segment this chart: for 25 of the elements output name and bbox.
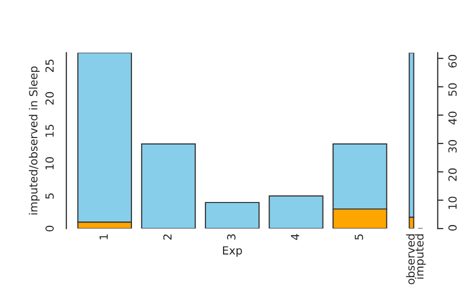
y-tick-label: 5 — [46, 193, 54, 199]
y-tick-label: 15 — [46, 124, 54, 137]
x-axis-title: Exp — [223, 246, 242, 257]
x-tick-label: 4 — [291, 234, 300, 240]
y-tick-label: 25 — [45, 60, 54, 72]
y-tick-label: 40 — [448, 112, 457, 124]
x-tick-label: 5 — [354, 234, 364, 240]
y-tick-label: 10 — [45, 157, 54, 170]
bar — [141, 143, 196, 229]
y-tick-label: 0 — [448, 225, 457, 231]
y-axis-title: imputed/observed in Sleep — [28, 66, 40, 214]
y-tick-label: 0 — [45, 226, 54, 232]
x-tick-label: 1 — [100, 234, 108, 240]
y-tick-label: 20 — [45, 92, 54, 105]
x-tick-label: 3 — [227, 234, 236, 240]
y-tick-label: 50 — [448, 83, 457, 96]
y-tick-label: 30 — [448, 140, 457, 153]
x-tick-label: imputed — [415, 234, 426, 279]
y-tick-label: 60 — [448, 54, 457, 68]
y-tick-label: 10 — [448, 196, 457, 209]
x-tick-label: 2 — [163, 234, 172, 240]
x-tick-label: observed — [406, 234, 415, 284]
bar — [268, 195, 324, 229]
y-tick-label: 20 — [448, 168, 457, 181]
bar — [204, 202, 260, 229]
